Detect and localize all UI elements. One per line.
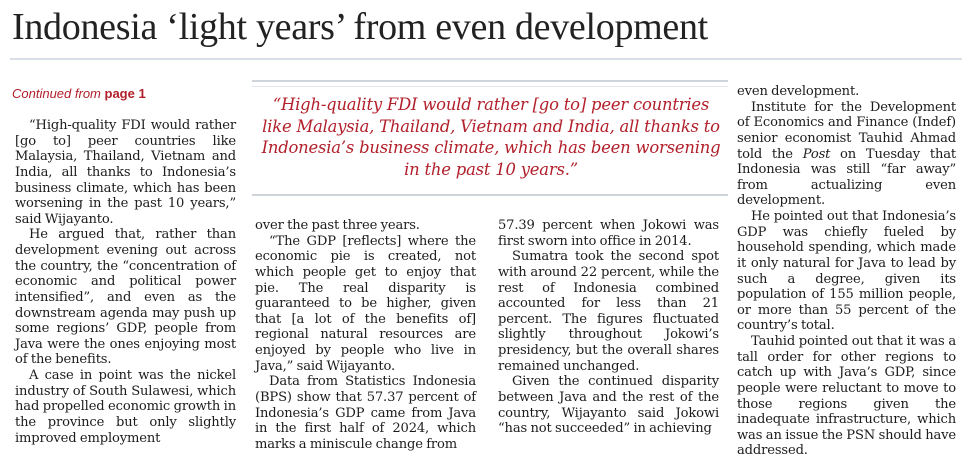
paragraph: He argued that, rather than development … bbox=[15, 227, 236, 368]
paragraph: Given the continued disparity between Ja… bbox=[498, 374, 719, 437]
paragraph: Tauhid pointed out that it was a tall or… bbox=[737, 334, 956, 459]
paragraph: over the past three years. bbox=[255, 218, 420, 233]
continued-page: page 1 bbox=[104, 86, 146, 101]
article-headline: Indonesia ‘light years’ from even develo… bbox=[12, 6, 708, 48]
paragraph: Data from Statistics Indonesia (BPS) sho… bbox=[255, 374, 476, 452]
paragraph: A case in point was the nickel industry … bbox=[15, 368, 236, 446]
column-3: 57.39 percent when Jokowi was first swor… bbox=[498, 218, 719, 437]
paragraph: 57.39 percent when Jokowi was first swor… bbox=[498, 218, 719, 249]
continued-prefix: Continued from bbox=[12, 86, 101, 101]
headline-divider bbox=[10, 58, 962, 60]
publication-name: Post bbox=[802, 146, 831, 162]
paragraph: Sumatra took the second spot with around… bbox=[498, 249, 719, 374]
pull-quote-box: “High-quality FDI would rather [go to] p… bbox=[252, 80, 728, 196]
paragraph: “High-quality FDI would rather [go to] p… bbox=[15, 118, 236, 227]
column-2: over the past three years. “The GDP [ref… bbox=[255, 218, 476, 452]
paragraph: He pointed out that Indonesia’s GDP was … bbox=[737, 209, 956, 334]
paragraph: “The GDP [reflects] where the economic p… bbox=[255, 233, 476, 374]
paragraph: even development. bbox=[737, 84, 860, 99]
paragraph-text: on Tuesday that Indonesia was still “far… bbox=[737, 146, 956, 209]
continued-from-label: Continued from page 1 bbox=[12, 86, 146, 102]
pull-quote: “High-quality FDI would rather [go to] p… bbox=[261, 95, 721, 179]
column-1: “High-quality FDI would rather [go to] p… bbox=[15, 118, 236, 446]
paragraph: Institute for the Development of Economi… bbox=[737, 100, 956, 209]
column-4: even development. Institute for the Deve… bbox=[737, 84, 956, 459]
paragraph-text: Institute for the Development of Economi… bbox=[737, 99, 956, 162]
